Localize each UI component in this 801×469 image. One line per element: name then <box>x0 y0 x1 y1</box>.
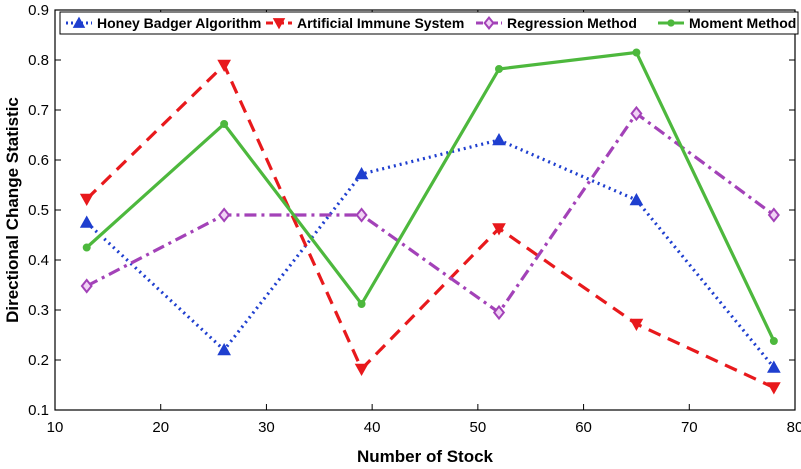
x-tick-label: 60 <box>575 419 592 436</box>
data-point <box>357 300 366 308</box>
x-tick-label: 70 <box>681 419 698 436</box>
y-tick-label: 0.8 <box>28 52 49 69</box>
data-point <box>218 207 231 223</box>
x-tick-label: 40 <box>364 419 381 436</box>
axis-ticks: 10 20 30 40 50 60 70 80 0.1 0.2 0.3 0.4 0.5 0.6 0.7 0.8… <box>28 2 801 436</box>
legend-label: Moment Method <box>689 15 796 31</box>
y-tick-label: 0.9 <box>28 2 49 19</box>
plot-frame <box>54 9 796 411</box>
data-point <box>492 304 506 321</box>
x-axis-title: Number of Stock <box>357 447 494 466</box>
x-tick-label: 30 <box>258 419 275 436</box>
x-tick-label: 80 <box>787 419 801 436</box>
legend-marker <box>667 19 675 27</box>
data-point <box>217 59 231 73</box>
legend-marker <box>72 16 86 28</box>
data-point <box>355 207 368 223</box>
data-point <box>769 337 778 345</box>
y-tick-label: 0.6 <box>28 152 49 169</box>
series-line <box>85 111 775 315</box>
legend: Honey Badger Algorithm Artificial Immune … <box>59 11 799 35</box>
data-point <box>79 193 94 207</box>
legend-entry: Moment Method <box>658 15 796 31</box>
y-tick-label: 0.3 <box>28 302 49 319</box>
data-point <box>82 243 91 252</box>
legend-entry: Regression Method <box>476 15 637 31</box>
y-tick-label: 0.2 <box>28 352 49 369</box>
data-point <box>80 278 93 294</box>
series-3 <box>82 48 778 345</box>
series-lines <box>79 48 781 395</box>
series-line <box>85 138 776 369</box>
legend-marker <box>483 15 495 31</box>
y-tick-label: 0.5 <box>28 202 49 219</box>
data-point <box>630 105 643 122</box>
legend-label: Artificial Immune System <box>297 15 464 31</box>
y-axis-title: Directional Change Statistic <box>3 97 22 323</box>
legend-entry: Artificial Immune System <box>266 15 464 31</box>
data-point <box>492 132 506 146</box>
y-tick-label: 0.4 <box>28 252 49 269</box>
x-tick-label: 50 <box>470 419 487 436</box>
data-point <box>492 223 506 236</box>
data-point <box>495 65 503 73</box>
y-tick-label: 0.7 <box>28 102 49 119</box>
x-tick-label: 20 <box>152 419 169 436</box>
data-point <box>767 207 780 223</box>
legend-label: Honey Badger Algorithm <box>97 15 261 31</box>
series-0 <box>79 132 781 373</box>
data-point <box>79 215 94 228</box>
legend-label: Regression Method <box>507 15 637 31</box>
y-tick-label: 0.1 <box>28 402 49 419</box>
legend-entry: Honey Badger Algorithm <box>66 15 261 31</box>
data-point <box>354 166 369 180</box>
series-2 <box>80 105 780 321</box>
data-point <box>767 382 781 395</box>
data-point <box>629 192 644 206</box>
series-1 <box>79 59 781 395</box>
x-tick-label: 10 <box>47 419 64 436</box>
data-point <box>220 120 229 128</box>
data-point <box>767 360 781 373</box>
data-point <box>354 363 369 377</box>
data-point <box>629 318 644 332</box>
legend-marker <box>272 18 286 30</box>
series-line <box>85 63 775 389</box>
data-point <box>632 48 641 57</box>
legend-box <box>59 11 799 35</box>
series-line <box>85 50 776 342</box>
data-point <box>217 342 231 356</box>
